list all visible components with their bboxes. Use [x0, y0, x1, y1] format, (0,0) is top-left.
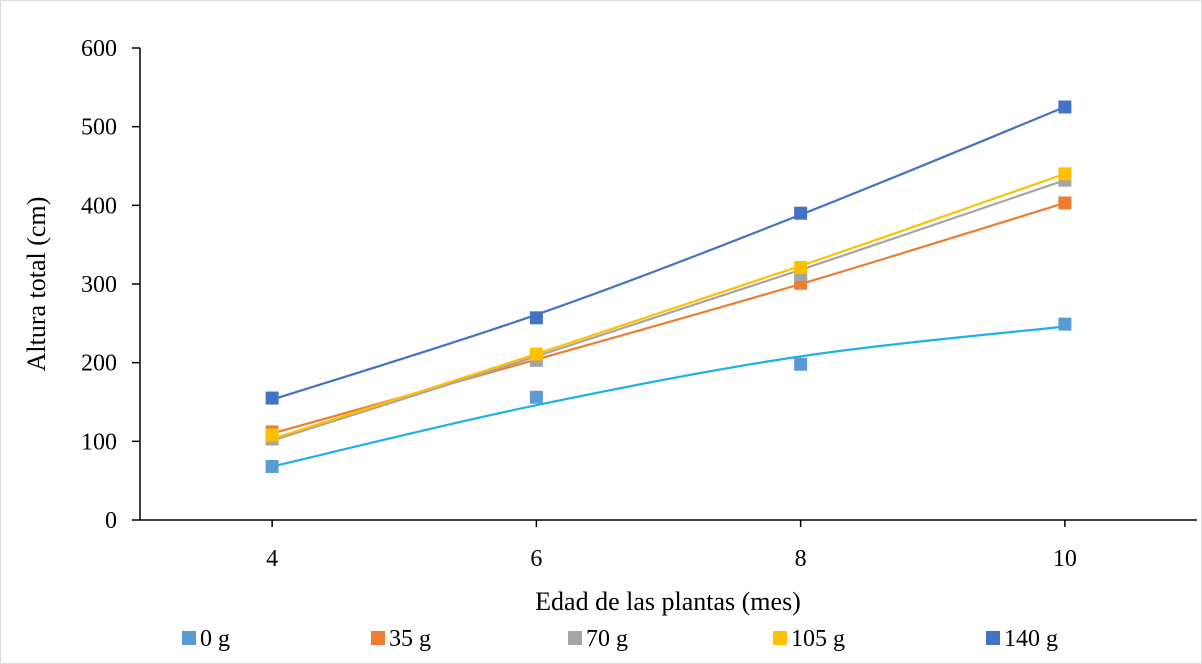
legend-swatch	[371, 631, 385, 645]
legend-swatch	[568, 631, 582, 645]
legend-label: 0 g	[200, 626, 230, 652]
legend-label: 35 g	[389, 626, 431, 652]
y-tick-label: 600	[81, 36, 117, 62]
legend: 0 g 35 g 70 g 105 g 140 g	[182, 626, 1058, 652]
trendline-2	[271, 179, 1066, 442]
x-tick-label: 8	[795, 546, 807, 572]
y-tick-label: 300	[81, 272, 117, 298]
data-point-series-0	[529, 390, 543, 404]
y-tick-label: 0	[105, 508, 117, 534]
legend-label: 140 g	[1004, 626, 1058, 652]
trendline-1	[271, 201, 1066, 435]
data-point-series-4	[265, 391, 279, 405]
trendline-0	[271, 325, 1066, 468]
legend-swatch	[773, 631, 787, 645]
data-point-series-0	[794, 357, 808, 371]
data-point-series-1	[1058, 196, 1072, 210]
y-axis-title: Altura total (cm)	[22, 197, 51, 372]
x-tick-label: 10	[1053, 546, 1077, 572]
data-point-series-4	[794, 206, 808, 220]
data-point-series-0	[265, 460, 279, 474]
data-point-series-4	[1058, 100, 1072, 114]
data-point-series-0	[1058, 317, 1072, 331]
data-point-series-3	[1058, 167, 1072, 181]
y-tick-label: 400	[81, 193, 117, 219]
y-tick-label: 500	[81, 115, 117, 141]
trendline-4	[271, 105, 1066, 401]
data-point-series-3	[265, 428, 279, 442]
trendline-3	[271, 172, 1066, 441]
legend-label: 70 g	[586, 626, 628, 652]
x-tick-label: 6	[530, 546, 542, 572]
data-point-series-3	[794, 260, 808, 274]
legend-label: 105 g	[791, 626, 845, 652]
data-point-series-4	[529, 311, 543, 325]
legend-swatch	[986, 631, 1000, 645]
x-axis-title: Edad de las plantas (mes)	[535, 587, 801, 616]
x-tick-label: 4	[266, 546, 278, 572]
legend-swatch	[182, 631, 196, 645]
y-tick-label: 100	[81, 429, 117, 455]
data-point-series-3	[529, 347, 543, 361]
y-tick-label: 200	[81, 351, 117, 377]
